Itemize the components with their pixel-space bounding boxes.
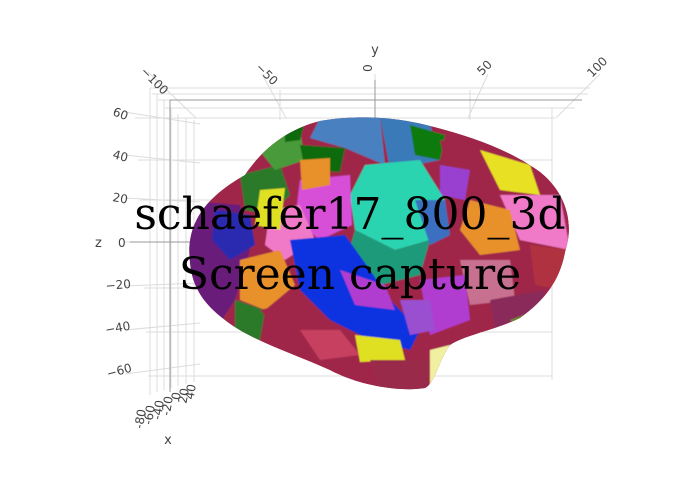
parcel [460,200,520,255]
parcel [295,175,352,240]
y-tick: 0 [361,64,375,72]
parcel [300,330,360,360]
parcel [410,125,445,160]
parcel [240,250,295,310]
parcel [480,150,540,195]
z-tick: 60 [111,105,130,123]
z-tick: −60 [105,361,133,381]
parcel [310,117,385,165]
parcel [350,160,445,250]
x-axis-ticks: 40 20 0 -20 -40 -60 -80 x [132,383,199,448]
x-tick: 40 [183,383,199,400]
z-tick: 20 [111,190,128,206]
z-tick: 0 [118,236,126,250]
y-axis-title: y [371,43,379,58]
parcel [400,300,435,335]
z-tick: −20 [105,277,131,293]
parcel [415,200,450,245]
z-axis-title: z [95,236,102,251]
z-tick: 40 [111,147,129,164]
y-axis-ticks: −100 −50 0 50 100 y [138,43,610,97]
x-tick: -40 [150,399,167,421]
x-tick: 20 [176,387,192,404]
y-tick: 50 [474,57,495,78]
parcel [300,158,330,190]
axis-lines [130,80,582,392]
z-axis-ticks: 60 40 20 0 −20 −40 −60 z [95,105,133,381]
parcel [500,195,569,250]
y-tick: −50 [253,60,281,88]
x-tick: -20 [159,395,176,417]
parcel [370,360,430,390]
parcel [212,210,255,260]
parcel [235,300,265,340]
brain-surface[interactable] [180,110,580,400]
parcel [340,270,395,310]
x-tick: 0 [169,391,184,401]
parcel [355,335,405,362]
y-tick: 100 [584,54,610,80]
x-tick: -80 [132,408,149,430]
caption-subtitle: Screen capture [178,249,522,300]
parcel [255,188,285,230]
x-axis-title: x [164,433,172,448]
caption-title: schaefer17_800_3d [134,189,566,240]
y-tick: −100 [138,64,171,97]
parcel [460,260,515,305]
x-tick: -60 [141,404,158,426]
parcel [430,345,450,390]
z-tick: −40 [104,319,131,337]
parcel [440,165,470,200]
